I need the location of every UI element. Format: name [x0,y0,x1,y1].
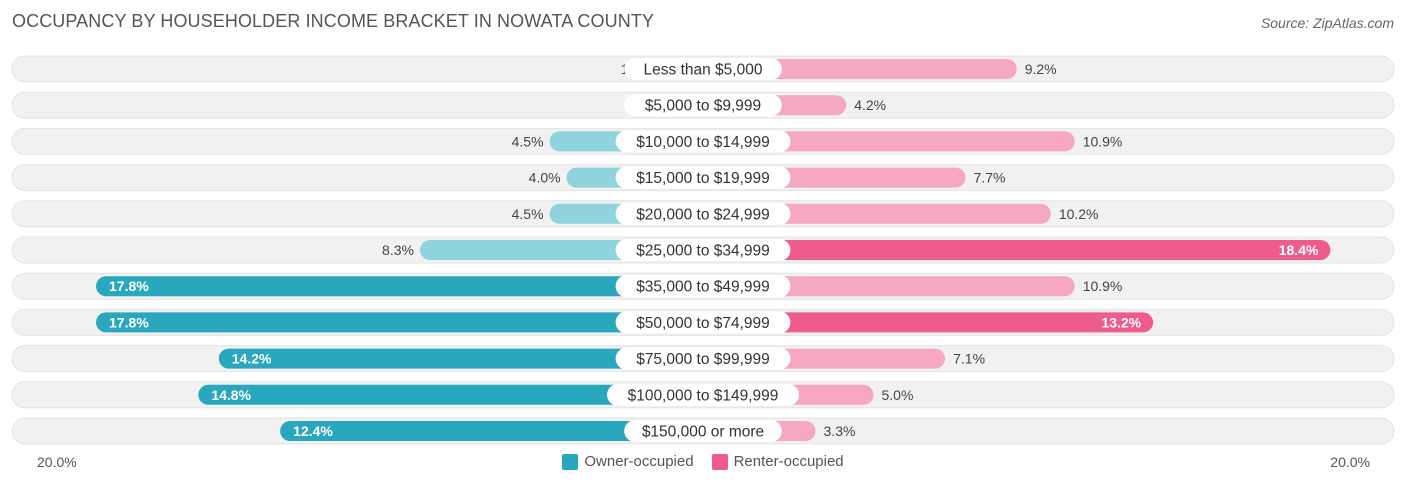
owner-value-label: 17.8% [109,278,149,294]
renter-bar [703,131,1075,152]
chart-title: OCCUPANCY BY HOUSEHOLDER INCOME BRACKET … [12,11,655,31]
chart-row: 1.3%9.2%Less than $5,000 [11,55,1395,83]
renter-value-label: 10.9% [1083,278,1123,294]
chart-row: 8.3% 18.4% $25,000 to $34,999 [11,236,1395,264]
owner-value-label: 12.4% [293,423,333,439]
category-pill [615,202,791,225]
category-label: $10,000 to $14,999 [636,134,770,151]
renter-value-label: 3.3% [824,423,856,439]
category-label: Less than $5,000 [644,62,763,79]
renter-value-label: 7.1% [953,351,985,367]
category-pill [615,166,791,189]
renter-value-label: 5.0% [882,387,914,403]
owner-value-label: 4.5% [512,133,544,149]
chart-row: 14.8% 5.0% $100,000 to $149,999 [11,381,1395,409]
category-label: $5,000 to $9,999 [645,98,761,115]
renter-value-label: 10.9% [1083,133,1123,149]
chart-row: 4.5% 10.9% $10,000 to $14,999 [11,127,1395,155]
category-pill [624,94,782,117]
category-label: $25,000 to $34,999 [636,243,770,260]
renter-value-label: 13.2% [1101,314,1141,330]
owner-value-label: 17.8% [109,314,149,330]
owner-bar [96,312,703,333]
renter-bar [703,203,1051,224]
renter-value-label: 18.4% [1279,242,1319,258]
category-pill [615,239,791,261]
axis-left-label: 20.0% [37,454,77,470]
legend-swatch-owner [562,453,579,470]
category-pill [607,383,799,406]
chart-row: 17.8% 10.9% $35,000 to $49,999 [11,272,1395,300]
renter-bar [703,276,1075,297]
axis-right-label: 20.0% [1330,454,1370,470]
category-label: $100,000 to $149,999 [628,387,779,404]
category-pill [615,347,791,370]
category-label: $15,000 to $19,999 [636,170,770,187]
chart-row: 17.8% 13.2% $50,000 to $74,999 [11,308,1395,336]
owner-value-label: 14.2% [232,351,272,367]
owner-bar [280,421,703,441]
legend-item-owner: Owner-occupied [562,453,694,470]
renter-value-label: 7.7% [974,170,1006,186]
renter-value-label: 4.2% [854,97,886,113]
renter-value-label: 9.2% [1025,61,1057,77]
category-pill [615,275,791,298]
category-label: $75,000 to $99,999 [636,351,770,368]
legend-label-owner: Owner-occupied [584,453,694,470]
chart-row: 4.5% 10.2% $20,000 to $24,999 [11,200,1395,228]
category-label: $20,000 to $24,999 [636,206,770,223]
owner-bar [218,348,703,369]
legend: Owner-occupied Renter-occupied [0,453,1406,470]
owner-value-label: 14.8% [211,387,251,403]
category-pill [624,420,782,442]
category-label: $150,000 or more [642,424,764,441]
chart-row: 0.56%4.2%$5,000 to $9,999 [11,91,1395,119]
category-label: $35,000 to $49,999 [636,279,770,296]
source-label: Source: ZipAtlas.com [1260,15,1394,31]
chart-row: 4.0% 7.7% $15,000 to $19,999 [11,164,1395,192]
renter-bar [703,240,1331,260]
chart-row: 14.2% 7.1% $75,000 to $99,999 [11,345,1395,373]
category-pill [624,58,782,80]
owner-bar [96,276,703,297]
owner-value-label: 4.0% [529,170,561,186]
renter-bar [703,59,1017,79]
owner-value-label: 8.3% [382,242,414,258]
owner-bar [198,384,703,405]
owner-value-label: 4.5% [512,206,544,222]
legend-label-renter: Renter-occupied [733,453,844,470]
category-pill [615,130,791,153]
chart-svg: 1.3%9.2%Less than $5,0000.56%4.2%$5,000 … [11,55,1395,445]
category-pill [615,311,791,334]
chart-row: 12.4% 3.3% $150,000 or more [11,417,1395,445]
category-label: $50,000 to $74,999 [636,315,770,332]
renter-bar [703,312,1154,333]
legend-swatch-renter [711,453,728,470]
legend-item-renter: Renter-occupied [711,453,844,470]
renter-value-label: 10.2% [1059,206,1099,222]
